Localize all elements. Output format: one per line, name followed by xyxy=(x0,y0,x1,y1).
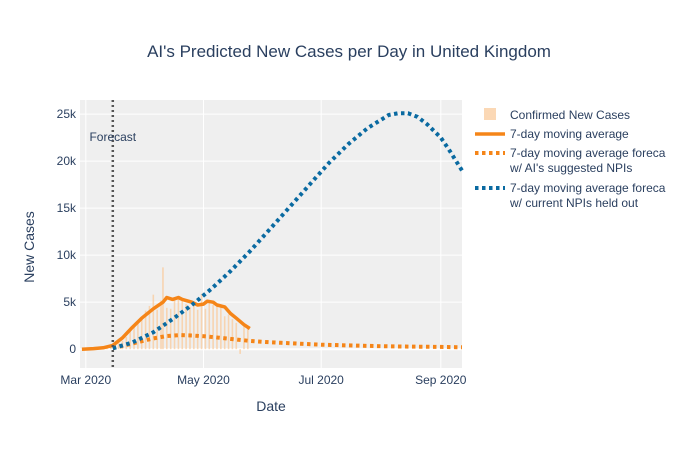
confirmed-cases-bar xyxy=(177,296,180,350)
confirmed-cases-bar xyxy=(129,331,131,350)
legend-label: 7-day moving average xyxy=(510,127,629,141)
confirmed-cases-bar xyxy=(196,309,199,350)
confirmed-cases-bar xyxy=(220,306,222,350)
confirmed-cases-bar xyxy=(152,294,155,350)
confirmed-cases-bar xyxy=(243,325,245,350)
confirmed-cases-bar xyxy=(160,300,162,350)
plot-area xyxy=(80,100,462,368)
confirmed-cases-bar xyxy=(193,303,195,350)
confirmed-cases-bar xyxy=(166,307,168,350)
x-tick-label: Sep 2020 xyxy=(415,373,467,387)
x-tick-label: May 2020 xyxy=(177,373,230,387)
legend-label: 7-day moving average foreca w/ AI's sugge… xyxy=(509,146,666,175)
x-tick-label: Jul 2020 xyxy=(298,373,344,387)
axis-ticks: 0 5k 10k 15k 20k 25k Mar 2020 May 2020 Jul 2020 S… xyxy=(57,107,467,387)
confirmed-cases-bar xyxy=(235,322,238,350)
forecast-line xyxy=(112,111,464,351)
confirmed-cases-bar xyxy=(144,310,147,350)
confirmed-cases-bar xyxy=(169,308,172,350)
confirmed-cases-bar xyxy=(181,299,184,350)
y-tick-label: 20k xyxy=(57,154,77,168)
confirmed-cases-bar xyxy=(173,297,176,350)
confirmed-cases-bar xyxy=(223,316,226,350)
confirmed-cases-bar xyxy=(208,302,211,350)
legend-item[interactable]: 7-day moving average foreca w/ AI's sugge… xyxy=(475,146,666,175)
y-tick-label: 25k xyxy=(57,107,77,121)
confirmed-cases-bar xyxy=(200,293,203,350)
confirmed-cases-bar xyxy=(110,346,112,350)
gridlines xyxy=(80,100,462,368)
confirmed-cases-bar xyxy=(227,314,230,350)
bars-group xyxy=(98,267,249,354)
legend-swatch-bar xyxy=(484,108,496,120)
confirmed-cases-bar xyxy=(137,321,139,350)
confirmed-cases-bar xyxy=(140,317,143,350)
confirmed-cases-bar xyxy=(185,304,187,350)
x-tick-label: Mar 2020 xyxy=(60,373,111,387)
lines-group xyxy=(81,111,464,351)
legend-item[interactable]: Confirmed New Cases xyxy=(484,108,630,122)
legend[interactable]: Confirmed New Cases 7-day moving average 7… xyxy=(475,108,666,210)
legend-label: Confirmed New Cases xyxy=(510,108,630,122)
y-tick-label: 10k xyxy=(57,248,77,262)
legend-item[interactable]: 7-day moving average xyxy=(475,127,629,141)
x-axis-label: Date xyxy=(256,398,286,414)
confirmed-cases-bar xyxy=(212,304,214,350)
confirmed-cases-bar xyxy=(231,319,234,350)
y-tick-label: 0 xyxy=(69,342,76,356)
legend-item[interactable]: 7-day moving average foreca w/ current NP… xyxy=(475,181,666,210)
confirmed-cases-bar xyxy=(189,306,191,350)
y-tick-label: 5k xyxy=(63,295,77,309)
confirmed-cases-bar xyxy=(247,328,249,350)
confirmed-cases-bar xyxy=(148,305,151,350)
confirmed-cases-bar xyxy=(162,267,164,350)
confirmed-cases-bar xyxy=(156,309,158,350)
moving-average-line xyxy=(81,295,251,351)
confirmed-cases-bar xyxy=(216,304,218,350)
y-tick-label: 15k xyxy=(57,201,77,215)
confirmed-cases-bar xyxy=(133,326,135,350)
forecast-line xyxy=(112,333,463,351)
legend-label: 7-day moving average foreca w/ current NP… xyxy=(509,181,666,210)
forecast-label: Forecast xyxy=(89,130,136,144)
confirmed-cases-bar xyxy=(239,349,241,354)
confirmed-cases-bar xyxy=(204,308,207,350)
y-axis-label: New Cases xyxy=(21,211,37,283)
forecast-annotation: Forecast xyxy=(89,100,137,368)
chart-title: AI's Predicted New Cases per Day in Unit… xyxy=(147,42,551,61)
confirmed-cases-bar xyxy=(117,343,120,350)
